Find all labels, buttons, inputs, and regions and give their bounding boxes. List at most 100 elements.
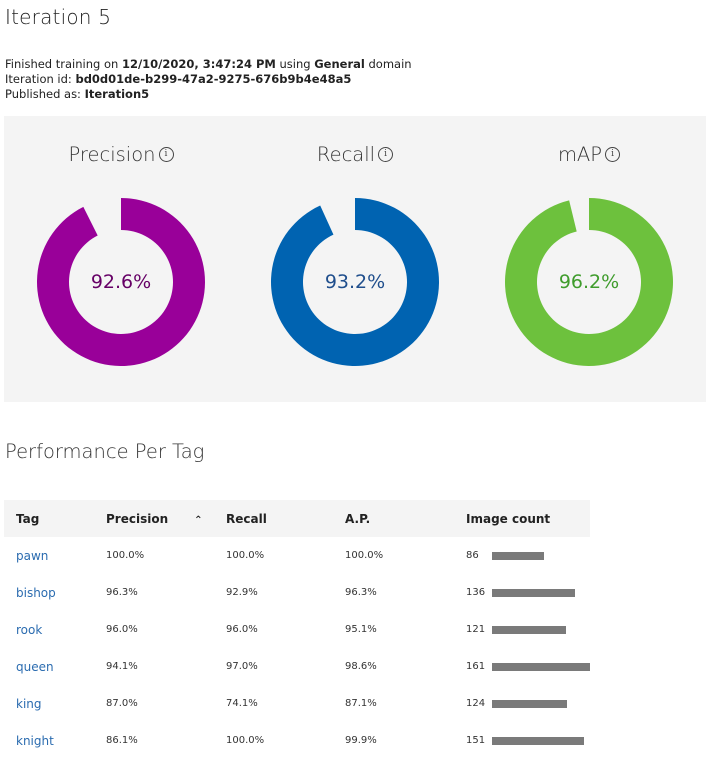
precision-metric: Precision i 92.6% [4, 116, 238, 402]
image-count-bar [492, 588, 575, 597]
column-ap[interactable]: A.P. [345, 511, 371, 526]
chevron-up-icon[interactable]: ⌃ [194, 514, 203, 526]
iteration-id-line: Iteration id: bd0d01de-b299-47a2-9275-67… [5, 72, 412, 87]
using-label: using [275, 57, 315, 71]
metric-label: Recall [316, 143, 376, 166]
metric-label: mAP [557, 143, 603, 166]
image-count-cell: 121 [454, 611, 590, 648]
published-label: Published as: [5, 87, 85, 101]
image-count-value: 86 [466, 550, 479, 561]
iteration-id-value: bd0d01de-b299-47a2-9275-676b9b4e48a5 [75, 72, 352, 86]
image-count-value: 161 [466, 661, 486, 672]
image-count-bar [492, 699, 567, 708]
ap-cell: 87.1% [345, 698, 377, 709]
image-count-value: 124 [466, 698, 486, 709]
ap-cell: 96.3% [345, 587, 377, 598]
image-count-value: 151 [466, 735, 486, 746]
iteration-id-label: Iteration id: [5, 72, 76, 86]
metrics-panel: Precision i 92.6% Recall i 93.2% mAP i 96.2… [4, 116, 706, 402]
column-recall[interactable]: Recall [226, 511, 267, 526]
precision-cell: 94.1% [106, 661, 138, 672]
column-label: Precision [106, 511, 169, 526]
tag-cell: king [4, 685, 94, 722]
recall-cell: 74.1% [226, 698, 258, 709]
recall-ring [271, 198, 439, 366]
iteration-details: Finished training on 12/10/2020, 3:47:24… [5, 57, 412, 102]
page-title: Iteration 5 [5, 5, 112, 29]
table-row: pawn 100.0% 100.0% 100.0% 86 [4, 537, 590, 574]
info-icon[interactable]: i [158, 147, 174, 162]
recall-cell: 96.0% [226, 624, 258, 635]
column-image-count[interactable]: Image count [466, 511, 551, 526]
info-icon[interactable]: i [605, 147, 621, 162]
table-row: knight 86.1% 100.0% 99.9% 151 [4, 722, 590, 759]
precision-cell: 87.0% [106, 698, 138, 709]
published-name: Iteration5 [84, 87, 150, 101]
domain-label: domain [364, 57, 412, 71]
image-count-cell: 124 [454, 685, 590, 722]
column-tag[interactable]: Tag [16, 511, 40, 526]
tag-link[interactable]: king [16, 696, 42, 711]
domain-name: General [314, 57, 365, 71]
finished-label: Finished training on [5, 57, 122, 71]
metric-label: Precision [68, 143, 156, 166]
recall-value: 93.2% [324, 271, 386, 293]
image-count-bar [492, 625, 566, 634]
ap-cell: 95.1% [345, 624, 377, 635]
image-count-cell: 151 [454, 722, 590, 759]
published-line: Published as: Iteration5 [5, 87, 412, 102]
precision-cell: 86.1% [106, 735, 138, 746]
ring-arc [271, 198, 439, 366]
tag-link[interactable]: queen [16, 659, 54, 674]
ring-arc [505, 198, 673, 366]
metric-title: Recall i [238, 143, 472, 166]
tag-cell: bishop [4, 574, 94, 611]
ring-arc [37, 198, 205, 366]
tag-link[interactable]: pawn [16, 548, 49, 563]
image-count-cell: 136 [454, 574, 590, 611]
finished-date: 12/10/2020, 3:47:24 PM [121, 57, 276, 71]
image-count-bar [492, 662, 590, 671]
tag-link[interactable]: knight [16, 733, 54, 748]
table-row: rook 96.0% 96.0% 95.1% 121 [4, 611, 590, 648]
info-icon[interactable]: i [378, 147, 394, 162]
map-metric: mAP i 96.2% [472, 116, 706, 402]
tag-cell: knight [4, 722, 94, 759]
training-info: Finished training on 12/10/2020, 3:47:24… [5, 57, 412, 72]
tag-link[interactable]: bishop [16, 585, 56, 600]
ap-cell: 98.6% [345, 661, 377, 672]
tag-cell: pawn [4, 537, 94, 574]
image-count-cell: 86 [454, 537, 590, 574]
table-row: king 87.0% 74.1% 87.1% 124 [4, 685, 590, 722]
table-header-row: Tag Precision ⌃ Recall A.P. Image count [4, 500, 590, 537]
tag-cell: queen [4, 648, 94, 685]
ap-cell: 100.0% [345, 550, 384, 561]
image-count-bar [492, 736, 584, 745]
recall-cell: 97.0% [226, 661, 258, 672]
image-count-cell: 161 [454, 648, 590, 685]
recall-metric: Recall i 93.2% [238, 116, 472, 402]
image-count-bar [492, 551, 544, 560]
section-title: Performance Per Tag [5, 440, 205, 463]
recall-cell: 92.9% [226, 587, 258, 598]
recall-cell: 100.0% [226, 550, 265, 561]
tag-link[interactable]: rook [16, 622, 43, 637]
table-row: bishop 96.3% 92.9% 96.3% 136 [4, 574, 590, 611]
image-count-value: 136 [466, 587, 486, 598]
precision-value: 92.6% [90, 271, 152, 293]
precision-cell: 96.3% [106, 587, 138, 598]
metric-title: mAP i [472, 143, 706, 166]
performance-table: Tag Precision ⌃ Recall A.P. Image count p… [4, 500, 590, 759]
tag-cell: rook [4, 611, 94, 648]
precision-ring [37, 198, 205, 366]
precision-cell: 96.0% [106, 624, 138, 635]
map-ring [505, 198, 673, 366]
precision-cell: 100.0% [106, 550, 145, 561]
recall-cell: 100.0% [226, 735, 265, 746]
map-value: 96.2% [558, 271, 620, 293]
ap-cell: 99.9% [345, 735, 377, 746]
metric-title: Precision i [4, 143, 238, 166]
image-count-value: 121 [466, 624, 486, 635]
table-row: queen 94.1% 97.0% 98.6% 161 [4, 648, 590, 685]
column-precision[interactable]: Precision ⌃ [94, 500, 214, 537]
